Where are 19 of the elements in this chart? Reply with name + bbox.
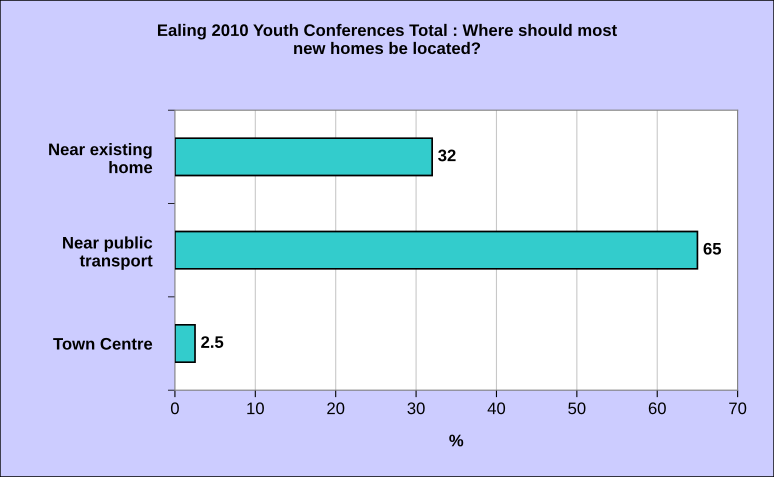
- y-tick-label: Near public transport: [63, 236, 152, 270]
- x-tick-label: 10: [247, 402, 264, 414]
- bar: [174, 137, 433, 176]
- x-tick-label: 30: [407, 402, 425, 414]
- x-tick-label: 0: [170, 402, 179, 414]
- bar: [174, 324, 196, 364]
- x-tick-label: 60: [648, 402, 666, 414]
- x-tick-label: 40: [488, 402, 506, 414]
- data-label: 2.5: [201, 336, 224, 348]
- x-tick-label: 70: [729, 402, 746, 414]
- chart-title: Ealing 2010 Youth Conferences Total : Where should most new homes be located?: [158, 24, 617, 54]
- y-tick-label: Town Centre: [53, 338, 152, 350]
- y-tick-label: Near existing home: [49, 143, 152, 174]
- data-label: 32: [438, 150, 456, 162]
- data-label: 65: [704, 242, 722, 255]
- x-tick-label: 50: [568, 402, 586, 414]
- x-tick-label: 20: [327, 402, 344, 414]
- bar: [174, 230, 698, 270]
- x-axis-title: %: [449, 434, 464, 446]
